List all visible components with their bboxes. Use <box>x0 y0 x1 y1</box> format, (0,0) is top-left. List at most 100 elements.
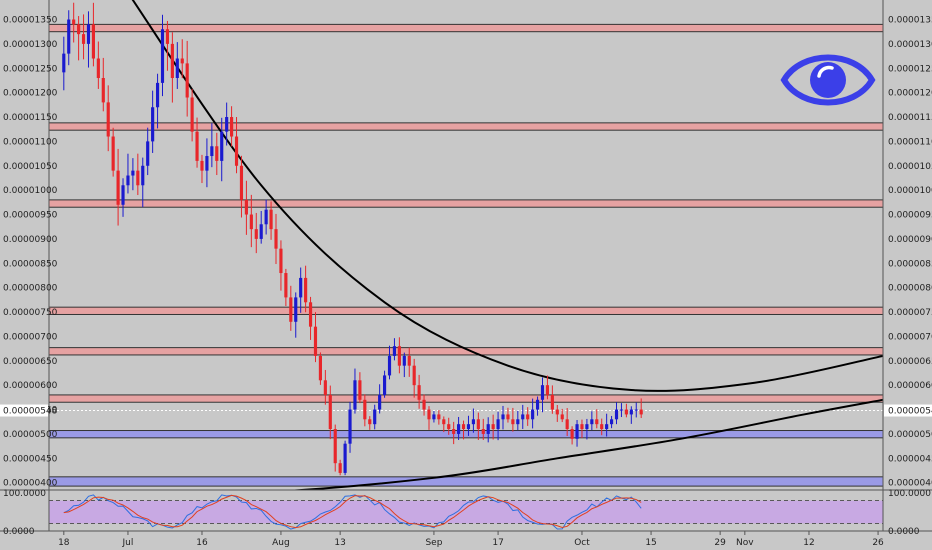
resistance-zone <box>48 23 884 33</box>
candle-body <box>289 297 293 322</box>
y-tick-label-left: 0.00000700 <box>3 332 58 342</box>
candle-body <box>540 385 545 400</box>
candle-body <box>442 419 446 425</box>
y-tick-label-right: 0.00000650 <box>888 357 932 367</box>
y-tick-label-left: 0.00000900 <box>3 235 58 245</box>
candle-body <box>190 97 194 132</box>
x-tick-label: Jul <box>122 538 134 548</box>
resistance-zone <box>48 394 884 403</box>
candle-body <box>486 424 490 434</box>
candle-body <box>299 277 303 298</box>
x-tick-label: 12 <box>803 538 814 548</box>
candle-body <box>338 463 342 473</box>
candle-body <box>86 24 91 44</box>
x-tick-label: 26 <box>872 538 884 548</box>
candle-body <box>590 419 594 425</box>
y-tick-label-right: 0.00001000 <box>888 186 932 196</box>
candle-body <box>427 409 431 420</box>
candle-body <box>422 399 426 410</box>
candle-body <box>417 385 421 400</box>
candle-body <box>457 424 461 434</box>
resistance-zone <box>48 122 884 131</box>
candle-body <box>382 375 387 395</box>
candle-body <box>526 414 530 420</box>
candle-body <box>481 429 485 434</box>
candle-body <box>151 107 155 142</box>
current-price-label-left: 0.00000548 <box>3 407 58 417</box>
x-tick-label: 18 <box>58 538 70 548</box>
y-tick-label-right: 0.00000950 <box>888 211 932 221</box>
y-tick-label-right: 0.00001150 <box>888 113 932 123</box>
candle-body <box>392 346 397 356</box>
candle-body <box>624 409 628 415</box>
candle-body <box>62 53 66 73</box>
candle-body <box>146 141 150 166</box>
candle-body <box>210 146 214 157</box>
candle-body <box>72 19 76 25</box>
candle-body <box>205 156 209 171</box>
candle-body <box>106 102 110 137</box>
y-tick-label-left: 0.00001350 <box>3 16 58 26</box>
candle-body <box>516 419 520 425</box>
candle-body <box>614 409 619 420</box>
y-tick-label-right: 0.00000800 <box>888 284 932 294</box>
candle-body <box>595 419 599 425</box>
x-tick-label: Sep <box>425 538 442 548</box>
y-tick-label-left: 0.00000500 <box>3 430 58 440</box>
current-price-badge-left <box>0 404 48 417</box>
candle-body <box>328 394 332 430</box>
candle-body <box>67 19 71 54</box>
candle-body <box>313 326 318 356</box>
candle-body <box>629 409 633 415</box>
candle-body <box>496 419 500 430</box>
candle-body <box>284 273 288 298</box>
candle-body <box>141 165 145 186</box>
y-tick-label-right: 0.00000750 <box>888 308 932 318</box>
candle-body <box>378 394 382 410</box>
candle-body <box>175 58 179 79</box>
candle-body <box>634 409 638 411</box>
candle-body <box>244 199 248 215</box>
candle-body <box>170 43 174 79</box>
osc-band <box>49 500 883 524</box>
candle-body <box>121 185 125 205</box>
resistance-zone <box>48 306 884 315</box>
candle-body <box>619 409 624 411</box>
candle-body <box>116 170 120 205</box>
candle-body <box>476 419 480 430</box>
candle-body <box>407 355 411 366</box>
x-tick-label: 29 <box>714 538 726 548</box>
y-tick-label-left: 0.00000850 <box>3 259 58 269</box>
candle-body <box>126 175 130 186</box>
candle-body <box>368 419 372 425</box>
candle-body <box>471 419 475 425</box>
candle-body <box>185 63 189 98</box>
x-tick-label: 15 <box>645 538 656 548</box>
x-tick-label: 17 <box>492 538 503 548</box>
candle-body <box>195 131 199 161</box>
candle-body <box>565 419 569 430</box>
candle-body <box>279 248 283 274</box>
candle-body <box>96 58 100 79</box>
candle-body <box>491 424 495 430</box>
osc-tick-label-right: 100.0000 <box>888 489 931 499</box>
osc-d-line <box>63 494 642 529</box>
candle-body <box>452 429 456 434</box>
candle-body <box>308 302 313 327</box>
y-tick-label-right: 0.00001350 <box>888 16 932 26</box>
y-tick-label-left: 0.00000800 <box>3 284 58 294</box>
candle-body <box>304 277 308 303</box>
y-tick-label-right: 0.00000450 <box>888 454 932 464</box>
candle-body <box>274 229 278 249</box>
candle-body <box>506 414 510 420</box>
y-tick-label-left: 0.00000950 <box>3 211 58 221</box>
y-tick-label-right: 0.00000700 <box>888 332 932 342</box>
y-tick-label-right: 0.00000850 <box>888 259 932 269</box>
candle-body <box>160 29 165 83</box>
y-tick-label-right: 0.00001050 <box>888 162 932 172</box>
candle-body <box>545 385 550 395</box>
candle-body <box>239 165 244 200</box>
candle-body <box>131 170 135 176</box>
candle-body <box>230 117 234 137</box>
